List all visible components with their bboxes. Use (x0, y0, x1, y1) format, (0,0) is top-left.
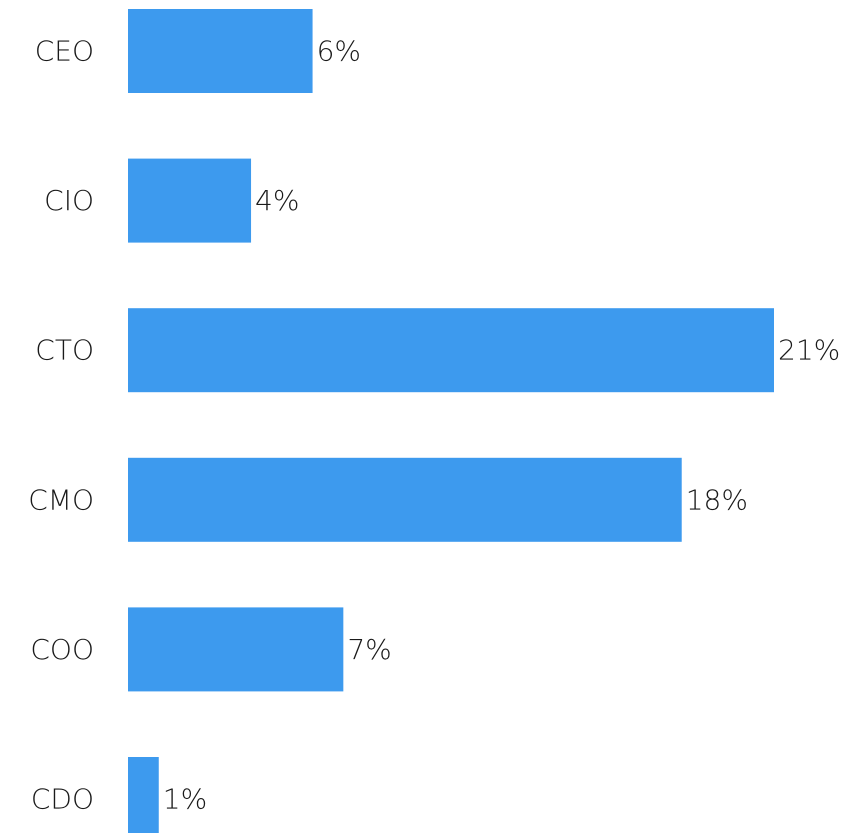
category-label-coo: COO (30, 633, 94, 666)
bar-cdo (128, 757, 159, 833)
category-label-cto: CTO (35, 334, 94, 367)
category-label-cio: CIO (44, 184, 94, 217)
category-label-ceo: CEO (35, 35, 94, 68)
bar-cmo (128, 457, 682, 542)
bar-cio (128, 158, 252, 243)
value-label-ceo: 6% (317, 35, 361, 68)
value-label-cmo: 18% (686, 483, 748, 516)
bar-coo (128, 607, 344, 692)
category-label-cmo: CMO (28, 483, 94, 516)
value-label-cdo: 1% (163, 783, 207, 816)
bar-ceo (128, 9, 313, 93)
value-label-cio: 4% (255, 184, 299, 217)
value-label-coo: 7% (347, 633, 391, 666)
bar-cto (128, 308, 774, 393)
category-label-cdo: CDO (31, 783, 94, 816)
value-label-cto: 21% (778, 334, 840, 367)
bars-group: CEO 6% CIO 4% CTO 21% CMO 18% COO 7% CDO 1% (28, 9, 840, 833)
